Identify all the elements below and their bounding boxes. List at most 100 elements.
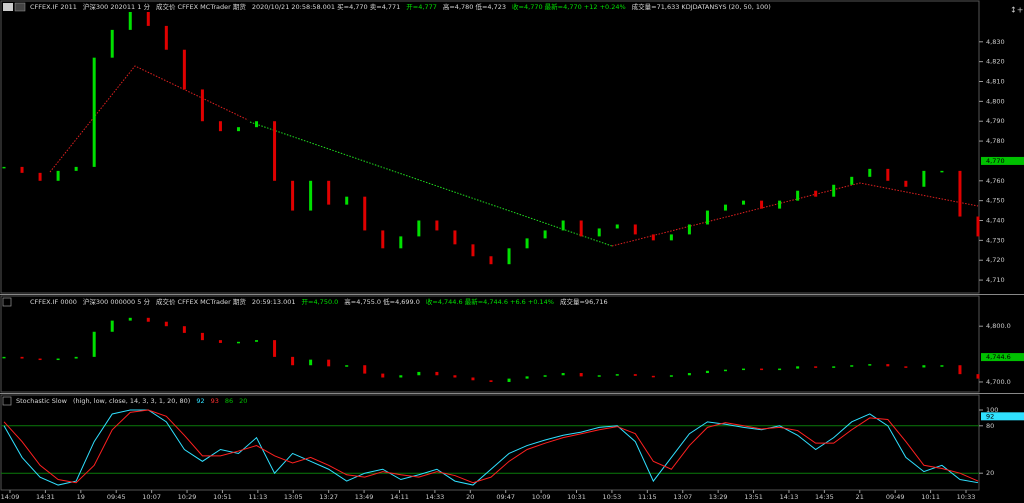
header-text: 开=4,777 — [406, 3, 437, 11]
candle — [363, 196, 367, 231]
candle — [309, 359, 313, 366]
candle — [904, 180, 908, 187]
candle — [200, 332, 204, 341]
x-tick-label: 09:47 — [496, 493, 515, 501]
header-text: 高=4,755.0 低=4,699.0 — [344, 297, 420, 306]
candle — [778, 200, 782, 209]
y-tick-label: 4,810 — [986, 78, 1005, 86]
candle — [435, 371, 439, 376]
candle — [38, 172, 42, 181]
candle — [255, 121, 259, 128]
x-tick-label: 10:09 — [532, 493, 551, 501]
candle — [651, 375, 655, 378]
icon[interactable] — [2, 396, 12, 406]
candle — [742, 368, 746, 371]
candle — [723, 369, 727, 372]
x-tick-label: 21 — [856, 493, 864, 501]
y-tick-label: 4,730 — [986, 236, 1005, 244]
candle — [327, 359, 331, 367]
candle — [940, 170, 944, 173]
header-text: (high, low, close, 14, 3, 3, 1, 20, 80) — [73, 397, 190, 405]
candle — [273, 121, 277, 181]
header-text: 收=4,744.6 最新=4,744.6 +6.6 +0.14% — [426, 297, 554, 306]
candle — [273, 340, 277, 357]
candle — [327, 180, 331, 205]
candle — [832, 366, 836, 368]
series-line — [3, 409, 979, 484]
header-text: 沪深300 202011 1 分 — [83, 2, 151, 11]
candle — [218, 340, 222, 343]
x-tick-label: 10:29 — [178, 493, 197, 501]
candle — [760, 368, 764, 371]
candle — [958, 365, 962, 375]
last-value-label: 4,744.6 — [986, 353, 1011, 361]
candle — [489, 380, 493, 382]
last-value-box — [981, 412, 1024, 421]
header-text: Stochastic Slow — [16, 397, 68, 405]
candle — [579, 220, 583, 237]
x-tick-label: 13:07 — [673, 493, 692, 501]
y-tick-label: 4,800 — [986, 97, 1005, 105]
x-tick-label: 14:31 — [36, 493, 55, 501]
candle — [633, 224, 637, 235]
pin-icon[interactable]: ↕+ — [1010, 6, 1023, 15]
candle — [471, 377, 475, 381]
candle — [435, 220, 439, 231]
candle — [597, 375, 601, 377]
candle — [218, 121, 222, 132]
header-text: 成交价 CFFEX MCTrader 期货 — [156, 2, 246, 11]
x-tick-label: 11:15 — [638, 493, 657, 501]
candle — [453, 375, 457, 378]
candle — [417, 220, 421, 237]
candle — [309, 180, 313, 211]
x-tick-label: 14:09 — [1, 493, 20, 501]
x-tick-label: 20 — [466, 493, 474, 501]
candle — [615, 374, 619, 376]
header-text: 收=4,770 最新=4,770 +12 +0.24% — [512, 2, 626, 11]
icon[interactable] — [3, 3, 13, 11]
candle — [291, 180, 295, 211]
candle — [110, 29, 114, 58]
candle — [182, 49, 186, 90]
x-tick-label: 09:45 — [107, 493, 126, 501]
candle — [561, 373, 565, 376]
candle — [345, 365, 349, 367]
candle — [399, 236, 403, 249]
candle — [651, 234, 655, 241]
x-tick-label: 19 — [77, 493, 85, 501]
candle — [182, 326, 186, 333]
x-tick-label: 13:27 — [319, 493, 338, 501]
candle — [255, 340, 259, 342]
candle — [778, 368, 782, 371]
last-value-label: 4,770 — [986, 157, 1005, 165]
candle — [904, 366, 908, 368]
candle — [507, 378, 511, 382]
header-text: 93 — [211, 397, 219, 405]
x-tick-label: 13:51 — [744, 493, 763, 501]
x-tick-label: 13:05 — [284, 493, 303, 501]
icon[interactable] — [2, 297, 12, 307]
header-text: 沪深300 000000 5 分 — [83, 297, 151, 306]
icon[interactable] — [14, 2, 26, 12]
candle — [886, 364, 890, 367]
y-tick-label: 4,820 — [986, 58, 1005, 66]
candle — [525, 376, 529, 379]
panel-frame — [0, 394, 980, 491]
candle — [687, 373, 691, 376]
candle — [453, 230, 457, 245]
candle — [164, 321, 168, 327]
trend-line — [611, 182, 979, 247]
candle — [164, 25, 168, 50]
header-text: 开=4,750.0 — [302, 298, 339, 306]
candle — [128, 317, 132, 321]
y-tick-label: 4,790 — [986, 117, 1005, 125]
x-tick-label: 10:31 — [567, 493, 586, 501]
header-text: 2020/10/21 20:58:58.001 买=4,770 卖=4,771 — [252, 3, 400, 11]
candle — [56, 358, 60, 361]
candle — [687, 224, 691, 235]
candle — [2, 356, 6, 359]
x-tick-label: 10:53 — [603, 493, 622, 501]
